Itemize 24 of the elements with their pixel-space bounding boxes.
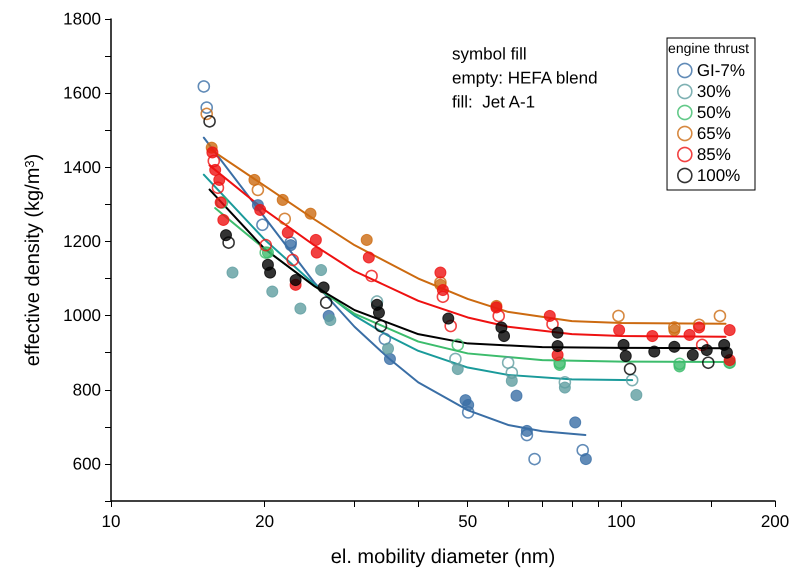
legend-label: GI-7%	[696, 61, 746, 80]
legend-title: engine thrust	[668, 40, 750, 56]
legend-label: 50%	[696, 103, 731, 122]
y-tick-label: 1200	[63, 232, 101, 251]
x-axis-title: el. mobility diameter (nm)	[330, 546, 556, 568]
legend-label: 65%	[696, 124, 731, 143]
x-tick-label: 100	[607, 512, 636, 531]
legend-label: 100%	[696, 166, 740, 185]
y-tick-label: 800	[72, 380, 101, 400]
x-tick-label: 50	[458, 512, 478, 531]
legend-label: 30%	[696, 82, 731, 101]
annotation: empty: HEFA blend	[452, 68, 598, 88]
annotation: fill: Jet A-1	[452, 92, 536, 112]
y-tick-label: 1800	[63, 10, 101, 28]
y-tick-label: 600	[72, 454, 101, 474]
x-tick-label: 10	[102, 512, 120, 531]
x-tick-label: 20	[255, 512, 274, 531]
y-tick-label: 1600	[63, 84, 101, 103]
y-axis-title: effective density (kg/m3)	[22, 154, 44, 366]
annotation: symbol fill	[452, 44, 527, 64]
x-tick-label: 200	[760, 512, 790, 531]
legend-label: 85%	[696, 145, 731, 164]
y-tick-label: 1000	[63, 306, 101, 326]
y-tick-label: 1400	[63, 158, 101, 177]
